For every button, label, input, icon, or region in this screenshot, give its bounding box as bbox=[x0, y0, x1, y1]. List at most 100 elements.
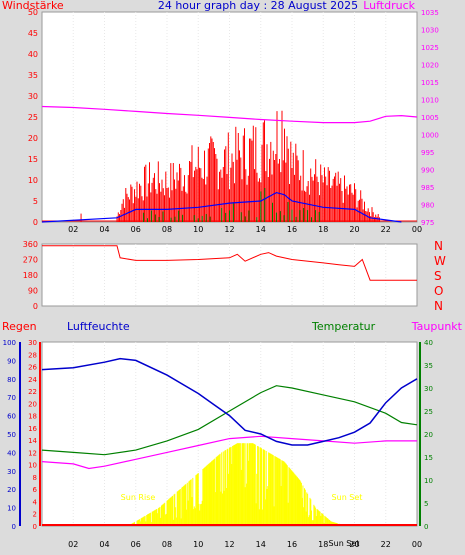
direction-label: O bbox=[434, 284, 443, 298]
regen-tick-label: 14 bbox=[28, 437, 37, 445]
y-right-tick-label: 1030 bbox=[421, 27, 439, 35]
x-tick-label-top: 20 bbox=[349, 225, 359, 234]
y-right-tick-label: 985 bbox=[421, 184, 434, 192]
pressure-line bbox=[41, 105, 418, 124]
y-left-tick-label: 20 bbox=[28, 134, 38, 143]
humidity-tick-label: 50 bbox=[7, 431, 16, 439]
temp-tick-label: 20 bbox=[424, 431, 433, 439]
top-series bbox=[41, 105, 418, 223]
regen-tick-label: 2 bbox=[33, 511, 37, 519]
humidity-tick-label: 0 bbox=[12, 523, 16, 531]
y-left-tick-label: 10 bbox=[28, 176, 38, 185]
x-tick-label-bottom: 18 bbox=[318, 540, 328, 549]
y-left-tick-label: 45 bbox=[28, 29, 38, 38]
top-title: 24 hour graph day : 28 August 2025 bbox=[158, 0, 358, 12]
bottom-axes: 1009080706050403020100302826242220181614… bbox=[3, 339, 433, 531]
y-left-tick-label: 0 bbox=[33, 218, 38, 227]
y-right-tick-label: 1035 bbox=[421, 9, 439, 17]
x-tick-label-bottom: 12 bbox=[224, 540, 234, 549]
x-tick-label-bottom: 04 bbox=[99, 540, 109, 549]
y-left-tick-label: 30 bbox=[28, 92, 38, 101]
x-tick-label-bottom: 08 bbox=[162, 540, 172, 549]
y-right-tick-label: 1005 bbox=[421, 114, 439, 122]
humidity-line bbox=[41, 357, 418, 446]
label-luftfeuchte: Luftfeuchte bbox=[67, 320, 130, 333]
sun-set-label: Sun Set bbox=[332, 493, 363, 502]
direction-tick-label: 360 bbox=[23, 240, 38, 249]
y-right-tick-label: 995 bbox=[421, 149, 434, 157]
x-tick-label-top: 12 bbox=[224, 225, 234, 234]
regen-tick-label: 24 bbox=[28, 376, 37, 384]
regen-tick-label: 4 bbox=[33, 498, 38, 506]
humidity-tick-label: 10 bbox=[7, 505, 16, 513]
direction-tick-label: 270 bbox=[23, 256, 38, 265]
regen-tick-label: 6 bbox=[33, 486, 38, 494]
x-tick-label-top: 06 bbox=[131, 225, 141, 234]
middle-series bbox=[42, 245, 417, 281]
temp-tick-label: 30 bbox=[424, 385, 433, 393]
humidity-tick-label: 90 bbox=[7, 357, 16, 365]
temp-tick-label: 0 bbox=[424, 523, 428, 531]
x-tick-label-top: 18 bbox=[318, 225, 328, 234]
direction-tick-label: 180 bbox=[23, 271, 38, 280]
x-tick-label-bottom: 00 bbox=[412, 540, 422, 549]
temp-tick-label: 5 bbox=[424, 500, 428, 508]
y-right-tick-label: 1000 bbox=[421, 132, 439, 140]
humidity-tick-label: 30 bbox=[7, 468, 16, 476]
x-tick-label-top: 14 bbox=[256, 225, 266, 234]
x-tick-label-top: 10 bbox=[193, 225, 203, 234]
middle-axis: 360 270 180 90 0 bbox=[23, 240, 38, 311]
direction-label: N bbox=[434, 299, 443, 313]
wind-direction-line bbox=[42, 245, 417, 281]
x-tick-label-bottom: 16 bbox=[287, 540, 297, 549]
humidity-tick-label: 100 bbox=[3, 339, 16, 347]
y-right-tick-label: 1020 bbox=[421, 62, 439, 70]
bottom-grid bbox=[72, 342, 387, 526]
direction-label: N bbox=[434, 239, 443, 253]
x-axis: 02 02 04 04 06 06 08 08 10 10 12 12 14 14 16 16 18 18 20 20… bbox=[68, 225, 422, 549]
x-tick-label-bottom: 22 bbox=[381, 540, 391, 549]
y-right-tick-label: 1010 bbox=[421, 97, 439, 105]
regen-tick-label: 8 bbox=[33, 474, 37, 482]
y-right-tick-label: 1025 bbox=[421, 44, 439, 52]
x-tick-label-bottom: 02 bbox=[68, 540, 78, 549]
middle-grid bbox=[72, 244, 387, 306]
x-tick-label-top: 04 bbox=[99, 225, 109, 234]
direction-label: W bbox=[434, 254, 446, 268]
direction-tick-label: 90 bbox=[28, 287, 38, 296]
regen-tick-label: 30 bbox=[28, 339, 37, 347]
y-right-tick-label: 990 bbox=[421, 167, 434, 175]
x-tick-label-top: 00 bbox=[412, 225, 422, 234]
y-right-tick-label: 1015 bbox=[421, 79, 439, 87]
regen-tick-label: 26 bbox=[28, 364, 37, 372]
y-left-tick-label: 15 bbox=[28, 155, 38, 164]
regen-tick-label: 28 bbox=[28, 351, 37, 359]
bottom-series bbox=[41, 357, 418, 526]
x-tick-label-top: 16 bbox=[287, 225, 297, 234]
y-left-tick-label: 25 bbox=[28, 113, 38, 122]
top-left-label: Windstärke bbox=[2, 0, 64, 12]
regen-tick-label: 20 bbox=[28, 400, 37, 408]
regen-tick-label: 0 bbox=[33, 523, 37, 531]
direction-label: S bbox=[434, 269, 442, 283]
label-regen: Regen bbox=[2, 320, 37, 333]
temp-tick-label: 35 bbox=[424, 362, 433, 370]
humidity-tick-label: 20 bbox=[7, 486, 16, 494]
x-tick-label-bottom: 06 bbox=[131, 540, 141, 549]
sun-set-time-label: Sun Set bbox=[329, 539, 360, 548]
y-left-tick-label: 40 bbox=[28, 50, 38, 59]
x-tick-label-bottom: 14 bbox=[256, 540, 266, 549]
temperature-line bbox=[41, 385, 418, 456]
x-tick-label-top: 08 bbox=[162, 225, 172, 234]
temp-tick-label: 10 bbox=[424, 477, 433, 485]
sun-rise-label: Sun Rise bbox=[121, 493, 156, 502]
x-tick-label-bottom: 20 bbox=[349, 540, 359, 549]
humidity-tick-label: 60 bbox=[7, 413, 16, 421]
regen-tick-label: 16 bbox=[28, 425, 37, 433]
label-temperatur: Temperatur bbox=[311, 320, 376, 333]
humidity-tick-label: 80 bbox=[7, 376, 16, 384]
humidity-tick-label: 40 bbox=[7, 449, 16, 457]
